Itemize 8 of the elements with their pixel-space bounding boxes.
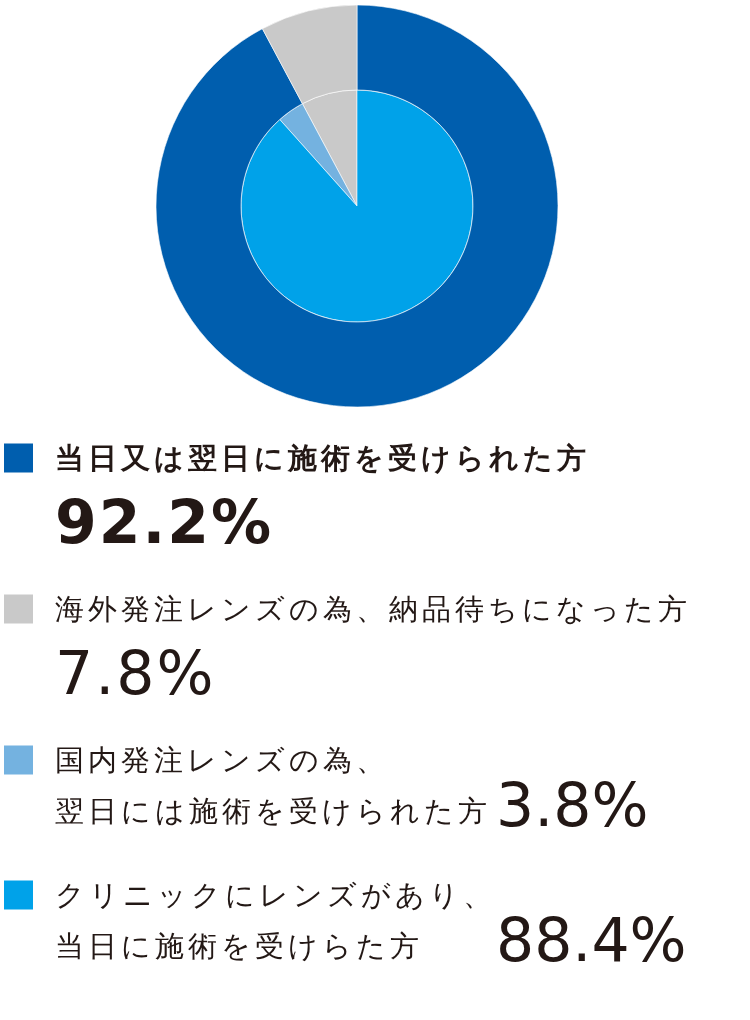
data-label: 7.8% (55, 638, 216, 708)
data-label: 3.8% (496, 770, 649, 840)
data-label: 88.4% (496, 905, 687, 975)
legend-label: 国内発注レンズの為、翌日には施術を受けられた方 (55, 743, 491, 828)
legend-label: 海外発注レンズの為、納品待ちになった方 (55, 592, 691, 626)
legend-label: クリニックにレンズがあり、当日に施術を受けらた方 (55, 878, 496, 963)
data-label: 92.2% (55, 487, 274, 557)
legend-label: 当日又は翌日に施術を受けられた方 (55, 441, 590, 475)
